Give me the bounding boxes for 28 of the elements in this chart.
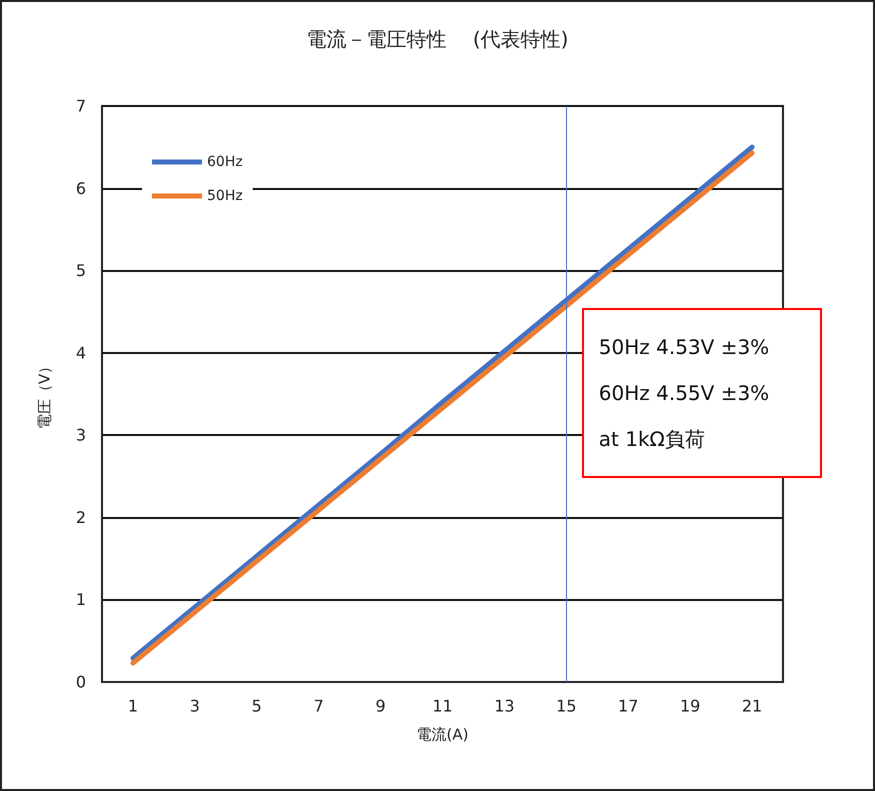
y-tick-label: 3 [76, 426, 86, 445]
legend-label: 60Hz [207, 154, 243, 170]
annotation: at 1kΩ負荷 [598, 426, 706, 453]
chart-title: 電流－電圧特性 (代表特性) [306, 27, 568, 51]
legend-label: 50Hz [207, 188, 243, 204]
annotation: 60Hz 4.55V ±3% [598, 380, 770, 407]
x-tick-label: 9 [375, 696, 386, 716]
x-tick-label: 7 [314, 696, 324, 716]
note-box: 50Hz 4.53V ±3% 60Hz 4.55V ±3% at 1kΩ負荷 [582, 308, 822, 478]
y-tick-label: 5 [76, 261, 86, 280]
annotation: 50Hz 4.53V ±3% [598, 334, 770, 361]
x-tick-label: 11 [432, 696, 453, 716]
x-tick-label: 19 [680, 696, 700, 716]
y-tick-label: 7 [76, 96, 86, 116]
x-tick-label: 3 [190, 696, 200, 716]
x-tick-label: 15 [556, 696, 576, 716]
x-tick-label: 1 [128, 696, 138, 716]
y-tick-label: 1 [76, 590, 86, 610]
x-tick-label: 13 [494, 696, 515, 716]
x-tick-label: 5 [252, 696, 262, 716]
x-axis-title: 電流(A) [416, 726, 468, 744]
y-tick-label: 2 [76, 508, 86, 527]
y-axis-title: 電圧（V） [36, 358, 54, 430]
x-tick-label: 17 [618, 696, 638, 716]
y-tick-label: 6 [76, 178, 86, 198]
x-tick-label: 21 [742, 696, 762, 716]
y-tick-label: 4 [76, 343, 86, 362]
y-tick-label: 0 [76, 672, 86, 692]
